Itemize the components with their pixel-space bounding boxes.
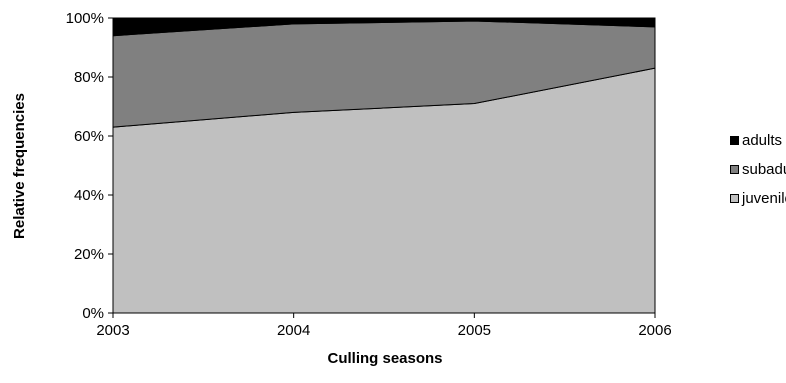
area-adults (112, 17, 656, 37)
y-tick-label: 80% (74, 69, 104, 86)
tick-labels: 0% 20% 40% 60% 80% 100% 2003 2004 2005 2006 (66, 10, 672, 339)
y-tick-label: 20% (74, 246, 104, 263)
series-areas (112, 17, 656, 314)
x-axis-label: Culling seasons (327, 350, 442, 367)
legend-swatch-subadults (730, 165, 739, 174)
x-tick-label: 2006 (638, 322, 671, 339)
x-tick-label: 2005 (458, 322, 491, 339)
y-tick-label: 100% (66, 10, 104, 27)
legend-item-subadults: subadults (730, 155, 786, 184)
y-tick-label: 40% (74, 187, 104, 204)
legend: adults subadults juveniles (730, 126, 786, 213)
y-tick-label: 0% (82, 305, 104, 322)
y-tick-label: 60% (74, 128, 104, 145)
legend-label-juveniles: juveniles (742, 190, 786, 207)
legend-item-juveniles: juveniles (730, 184, 786, 213)
y-axis-label: Relative frequencies (11, 93, 28, 239)
x-tick-label: 2004 (277, 322, 310, 339)
legend-swatch-juveniles (730, 194, 739, 203)
x-tick-label: 2003 (96, 322, 129, 339)
legend-swatch-adults (730, 136, 739, 145)
legend-item-adults: adults (730, 126, 786, 155)
legend-label-subadults: subadults (742, 161, 786, 178)
legend-label-adults: adults (742, 132, 783, 149)
axes (108, 17, 656, 318)
